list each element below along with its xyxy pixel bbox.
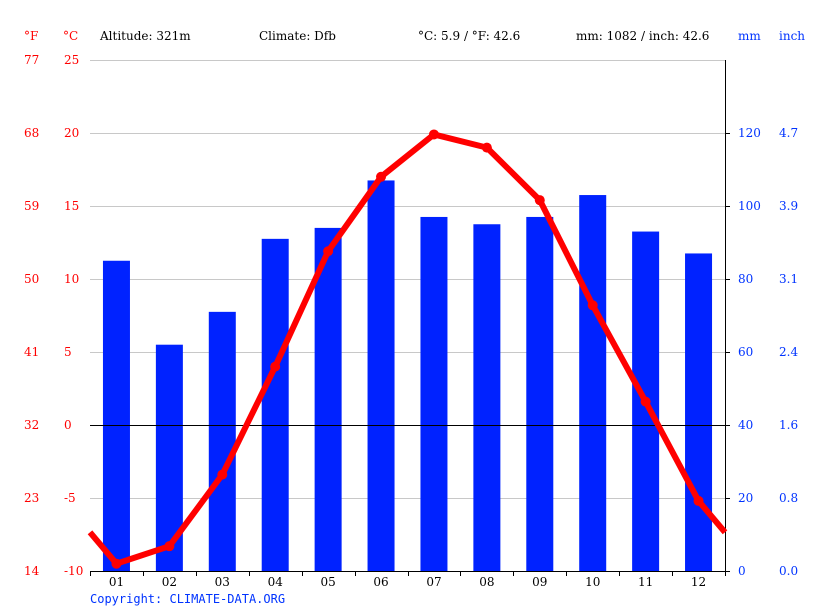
mm-tick-label: 100 (738, 199, 761, 213)
temperature-point (534, 195, 545, 206)
precipitation-bars (102, 180, 713, 572)
fahrenheit-tick-label: 50 (24, 272, 39, 286)
temperature-point (270, 361, 281, 372)
month-label: 10 (585, 575, 600, 589)
inch-tick-label: 0.0 (779, 564, 798, 578)
fahrenheit-tick-label: 32 (24, 418, 39, 432)
inch-tick-label: 1.6 (779, 418, 798, 432)
inch-tick-label: 4.7 (779, 126, 798, 140)
month-label: 06 (373, 575, 388, 589)
temperature-point (587, 300, 598, 311)
temperature-point (164, 541, 175, 552)
celsius-tick-label: 10 (64, 272, 79, 286)
celsius-tick-label: 15 (64, 199, 79, 213)
fahrenheit-tick-label: 23 (24, 491, 39, 505)
precipitation-bar (367, 180, 395, 571)
month-label: 11 (638, 575, 653, 589)
precipitation-summary: mm: 1082 / inch: 42.6 (576, 29, 710, 43)
precipitation-bar (579, 195, 607, 572)
inch-tick-label: 0.8 (779, 491, 798, 505)
precipitation-bar (526, 216, 554, 571)
inch-tick-label: 3.1 (779, 272, 798, 286)
precipitation-bar (473, 224, 501, 571)
gridlines (90, 60, 725, 572)
temperature-point (217, 469, 228, 480)
temperature-point (376, 171, 387, 182)
mm-tick-label: 80 (738, 272, 753, 286)
temperature-point (323, 246, 334, 257)
month-label: 07 (426, 575, 441, 589)
fahrenheit-tick-label: 68 (24, 126, 39, 140)
fahrenheit-tick-label: 77 (24, 53, 39, 67)
fahrenheit-tick-label: 59 (24, 199, 39, 213)
celsius-tick-label: -5 (64, 491, 76, 505)
precipitation-bar (314, 227, 342, 571)
month-label: 01 (109, 575, 124, 589)
month-label: 05 (320, 575, 335, 589)
altitude-label: Altitude: 321m (100, 29, 191, 43)
inch-tick-label: 3.9 (779, 199, 798, 213)
month-label: 04 (268, 575, 284, 589)
temperature-point (428, 129, 439, 140)
temperature-line (87, 129, 728, 569)
temperature-polyline (87, 131, 728, 567)
temperature-point (481, 142, 492, 153)
celsius-tick-label: -10 (64, 564, 83, 578)
precipitation-bar (685, 253, 713, 571)
temperature-point (640, 396, 651, 407)
month-label: 08 (479, 575, 494, 589)
mm-tick-label: 0 (738, 564, 746, 578)
inch-unit-label: inch (779, 29, 806, 43)
celsius-tick-label: 0 (64, 418, 72, 432)
copyright-link[interactable]: Copyright: CLIMATE-DATA.ORG (90, 592, 286, 606)
celsius-unit-label: °C (63, 29, 79, 43)
month-label: 02 (162, 575, 177, 589)
mm-tick-label: 40 (738, 418, 753, 432)
month-label: 09 (532, 575, 547, 589)
fahrenheit-unit-label: °F (24, 29, 39, 43)
celsius-tick-label: 20 (64, 126, 79, 140)
precipitation-bar (420, 216, 448, 571)
celsius-tick-label: 5 (64, 345, 72, 359)
mm-tick-label: 120 (738, 126, 761, 140)
temperature-point (111, 558, 122, 569)
precipitation-bar (208, 311, 236, 571)
fahrenheit-tick-label: 41 (24, 345, 39, 359)
temperature-point (693, 495, 704, 506)
mm-unit-label: mm (738, 29, 761, 43)
mm-tick-label: 60 (738, 345, 753, 359)
inch-tick-label: 2.4 (779, 345, 798, 359)
precipitation-bar (261, 238, 289, 571)
fahrenheit-tick-label: 14 (24, 564, 40, 578)
month-label: 12 (691, 575, 706, 589)
month-label: 03 (215, 575, 230, 589)
celsius-tick-label: 25 (64, 53, 79, 67)
climate-label: Climate: Dfb (259, 29, 336, 43)
mm-tick-label: 20 (738, 491, 753, 505)
temperature-summary: °C: 5.9 / °F: 42.6 (418, 29, 521, 43)
precipitation-bar (102, 260, 130, 571)
chart-axes (90, 60, 730, 576)
